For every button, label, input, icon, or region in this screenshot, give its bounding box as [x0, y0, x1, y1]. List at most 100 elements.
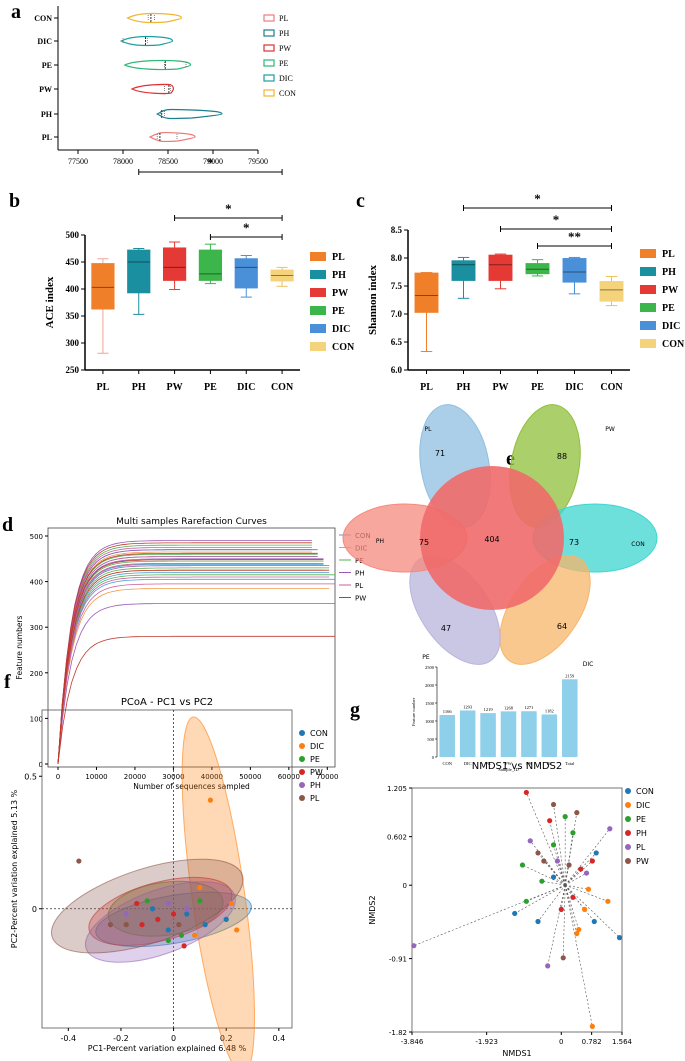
spider-line: [564, 885, 593, 1027]
panel-label-c: c: [356, 190, 365, 212]
legend-dot: [625, 858, 631, 864]
legend-swatch: [640, 303, 656, 312]
point-PW: [560, 955, 566, 961]
legend-dot: [625, 844, 631, 850]
legend-label: PE: [332, 306, 345, 317]
point-CON: [593, 850, 599, 856]
legend-swatch: [310, 252, 326, 261]
bar-value-label: 1166: [443, 709, 453, 714]
legend-swatch: [640, 285, 656, 294]
x-tick-label: -0.2: [113, 1034, 129, 1043]
bar-category-label: Total: [565, 761, 575, 766]
legend-label: PH: [332, 270, 346, 281]
x-tick-label: 0.4: [272, 1034, 285, 1043]
legend-dot: [299, 743, 305, 749]
point-DIC: [234, 927, 240, 933]
legend-label: PL: [279, 14, 288, 23]
y-tick-label: PH: [41, 110, 53, 119]
point-PW: [574, 810, 580, 816]
point-CON: [223, 916, 229, 922]
legend-swatch: [263, 59, 275, 67]
chart-title: Multi samples Rarefaction Curves: [116, 517, 267, 527]
y-tick-label: PL: [42, 133, 52, 142]
x-tick-label: 77500: [68, 157, 88, 166]
plot-frame: [411, 787, 623, 1033]
y-tick-label: 0.5: [24, 772, 37, 781]
point-PL: [107, 922, 114, 928]
y-axis-label: Shannon index: [367, 264, 379, 335]
point-PH: [589, 858, 595, 864]
rarefaction-curve-PL: [57, 556, 318, 765]
bar-category-label: PW: [505, 761, 513, 766]
point-PW: [170, 911, 177, 917]
panel-label-a: a: [11, 1, 21, 23]
rarefaction-curve-PH: [57, 549, 318, 765]
bar-y-axis-label: Feature number: [411, 697, 416, 726]
x-tick-label: PW: [492, 382, 508, 393]
legend-dot: [625, 830, 631, 836]
y-tick-label: 300: [66, 338, 80, 348]
legend-label: PH: [279, 29, 289, 38]
x-tick-label: DIC: [237, 382, 255, 393]
point-PH: [558, 906, 564, 912]
y-tick-label: 300: [30, 624, 43, 632]
x-axis-label: NMDS1: [502, 1049, 531, 1058]
bar-DIC: [459, 710, 476, 757]
box-DIC: [562, 258, 587, 283]
rarefaction-curve-PE: [57, 560, 324, 765]
point-CON: [535, 918, 541, 925]
significance-star: *: [534, 191, 541, 206]
point-PL: [411, 943, 417, 949]
legend-label: DIC: [332, 324, 350, 335]
legend-swatch: [640, 321, 656, 330]
legend-swatch: [640, 267, 656, 276]
violin-PE: [123, 59, 192, 71]
bar-value-label: 1271: [524, 705, 533, 710]
legend-dot: [625, 802, 631, 808]
legend-label: PW: [662, 285, 678, 296]
legend-swatch: [640, 249, 656, 258]
violin-chart: 77500 78000 78500 79000 79500 CON DIC PE PW PH PL P…: [34, 6, 296, 166]
rarefaction-curve-PE: [57, 574, 335, 765]
legend-swatch: [310, 342, 326, 351]
x-tick-label: CON: [271, 382, 294, 393]
y-tick-label: 8.0: [391, 253, 403, 263]
bar-category-label: PL: [547, 761, 553, 766]
rarefaction-curve-CON: [57, 572, 330, 765]
venn-set-label-CON: CON: [631, 541, 644, 548]
venn-set-label-PL: PL: [425, 426, 433, 433]
legend-label: PH: [662, 267, 676, 278]
legend-label: CON: [279, 89, 296, 98]
y-tick-label: -0.91: [389, 956, 407, 964]
point-DIC: [192, 932, 198, 938]
bar-PW: [500, 711, 517, 757]
box-PW: [488, 254, 513, 281]
y-tick-label: 500: [66, 230, 80, 240]
legend-dot: [299, 756, 305, 762]
rarefaction-curve-PE: [57, 553, 318, 765]
legend-dot: [299, 730, 305, 736]
point-PH: [123, 911, 129, 917]
spider-line: [549, 820, 566, 886]
rarefaction-curve-CON: [57, 578, 335, 765]
y-tick-label: 100: [30, 715, 43, 723]
ellipse-PE: [107, 880, 224, 937]
point-CON: [512, 910, 518, 917]
significance-star: *: [553, 212, 560, 227]
x-tick-label: 0: [56, 773, 60, 781]
rarefaction-curve-PL: [57, 576, 330, 765]
bar-PH: [521, 711, 537, 757]
point-PL: [545, 963, 551, 969]
rarefaction-curve-PH: [57, 540, 312, 765]
y-tick-label: 0: [432, 755, 435, 760]
point-PL: [607, 826, 613, 832]
y-tick-label: DIC: [37, 37, 52, 46]
legend-label: DIC: [310, 742, 325, 751]
x-tick-label: 0.782: [582, 1038, 602, 1046]
x-tick-label: DIC: [565, 382, 583, 393]
legend-label: PH: [355, 570, 365, 578]
spider-line: [541, 880, 566, 886]
spider-line: [564, 885, 585, 910]
rarefaction-curve-PH: [57, 558, 324, 765]
box-CON: [599, 281, 624, 302]
